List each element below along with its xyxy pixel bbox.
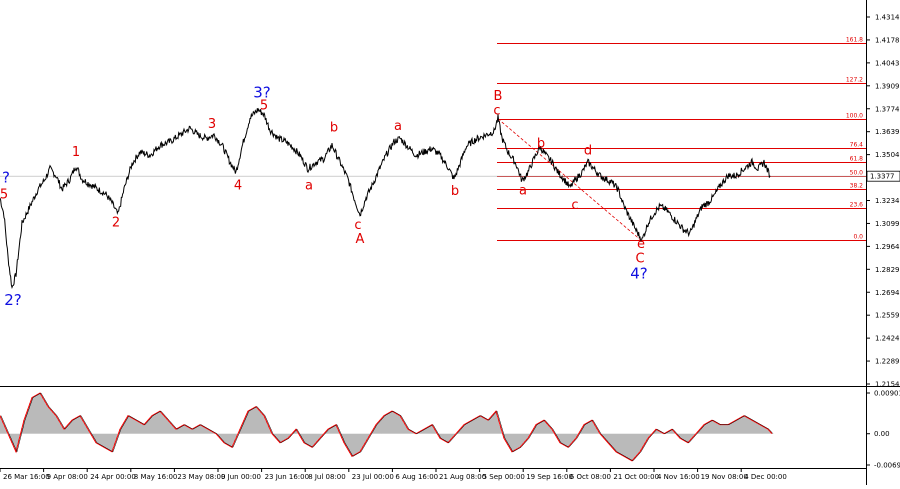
wave-label: 2? xyxy=(4,291,22,309)
wave-label: B xyxy=(494,89,503,104)
x-tick-label: 26 Mar 16:00 xyxy=(3,473,50,481)
x-tick-label: 8 Jul 08:00 xyxy=(308,473,346,481)
wave-label: c xyxy=(571,198,578,213)
x-tick-label: 6 Aug 16:00 xyxy=(395,473,438,481)
x-tick-label: 19 Nov 08:00 xyxy=(701,473,748,481)
osc-main-line xyxy=(0,392,774,462)
x-tick-label: 9 Jun 00:00 xyxy=(221,473,261,481)
fib-level-label: 0.0 xyxy=(853,234,863,241)
y-tick-label: 1.3639 xyxy=(875,128,900,136)
wave-label: e xyxy=(637,237,645,252)
fib-level-label: 127.2 xyxy=(846,77,863,84)
x-tick-label: 6 Oct 08:00 xyxy=(570,473,611,481)
wave-label: 3 xyxy=(208,117,216,132)
wave-label: b xyxy=(451,184,459,199)
wave-label: 5 xyxy=(260,98,268,113)
wave-label: 3? xyxy=(253,84,271,102)
fib-level-label: 161.8 xyxy=(846,37,863,44)
y-tick-label: 1.2289 xyxy=(875,358,900,366)
y-tick-label: 1.3504 xyxy=(875,151,900,159)
x-tick-label: 23 Jun 16:00 xyxy=(265,473,309,481)
y-tick-label: 1.2694 xyxy=(875,289,900,297)
fib-level-label: 61.8 xyxy=(850,156,864,163)
wave-label: c xyxy=(493,104,500,119)
y-tick-label: 1.2829 xyxy=(875,266,900,274)
y-tick-label: 1.2559 xyxy=(875,312,900,320)
x-tick-label: 21 Oct 00:00 xyxy=(613,473,659,481)
x-tick-label: 19 Sep 16:00 xyxy=(526,473,573,481)
x-tick-label: 9 Apr 08:00 xyxy=(47,473,88,481)
osc-tick-label: 0.00 xyxy=(874,430,890,438)
wave-label: 1 xyxy=(72,145,80,160)
x-tick-label: 4 Nov 16:00 xyxy=(657,473,700,481)
x-tick-label: 8 May 16:00 xyxy=(134,473,178,481)
y-tick-label: 1.3909 xyxy=(875,82,900,90)
wave-label: c xyxy=(354,218,361,233)
wave-label: b xyxy=(330,121,338,136)
x-tick-label: 21 Aug 08:00 xyxy=(439,473,486,481)
wave-label: a xyxy=(394,119,402,134)
x-tick-label: 5 Sep 00:00 xyxy=(483,473,525,481)
wave-label: a xyxy=(305,178,313,193)
y-tick-label: 1.4043 xyxy=(875,59,900,67)
price-series xyxy=(0,107,866,290)
y-tick-label: 1.3234 xyxy=(875,197,900,205)
oscillator-panel xyxy=(0,392,774,462)
price-line xyxy=(0,107,771,290)
wave-label: 4? xyxy=(630,264,648,282)
last-price-label: 1.3377 xyxy=(870,173,895,181)
fib-trendline xyxy=(497,118,642,241)
x-tick-label: 24 Apr 00:00 xyxy=(90,473,136,481)
wave-label: 2 xyxy=(112,216,120,231)
y-tick-label: 1.4314 xyxy=(875,14,900,22)
wave-label: b xyxy=(537,137,545,152)
fib-level-label: 38.2 xyxy=(850,183,864,190)
wave-label: d xyxy=(584,143,592,158)
fibonacci-levels: 161.8 127.2 100.0 76.4 61.8 50.0 38.2 23.6 0.0 xyxy=(497,37,866,241)
fib-level-label: 50.0 xyxy=(850,170,864,177)
y-tick-label: 1.3099 xyxy=(875,220,900,228)
last-price-box xyxy=(866,170,900,182)
fib-level-label: 76.4 xyxy=(850,142,864,149)
wave-label: ? xyxy=(2,168,10,186)
osc-tick-label: 0.00901 xyxy=(874,390,900,398)
x-tick-label: 23 Jul 00:00 xyxy=(352,473,394,481)
x-tick-label: 23 May 08:00 xyxy=(177,473,225,481)
wave-label: 5 xyxy=(0,188,8,203)
fib-level-label: 23.6 xyxy=(850,202,864,209)
x-tick-label: 4 Dec 00:00 xyxy=(744,473,787,481)
wave-label: A xyxy=(356,232,365,247)
fib-level-label: 100.0 xyxy=(846,113,863,120)
wave-label: 4 xyxy=(234,178,242,193)
y-tick-label: 1.3774 xyxy=(875,105,900,113)
osc-signal-line xyxy=(0,392,773,462)
wave-label: C xyxy=(635,251,644,266)
wave-label: a xyxy=(519,183,527,198)
y-tick-label: 1.2964 xyxy=(875,243,900,251)
y-tick-label: 1.2424 xyxy=(875,335,900,343)
y-tick-label: 1.2154 xyxy=(875,381,900,389)
y-tick-label: 1.4178 xyxy=(875,36,900,44)
